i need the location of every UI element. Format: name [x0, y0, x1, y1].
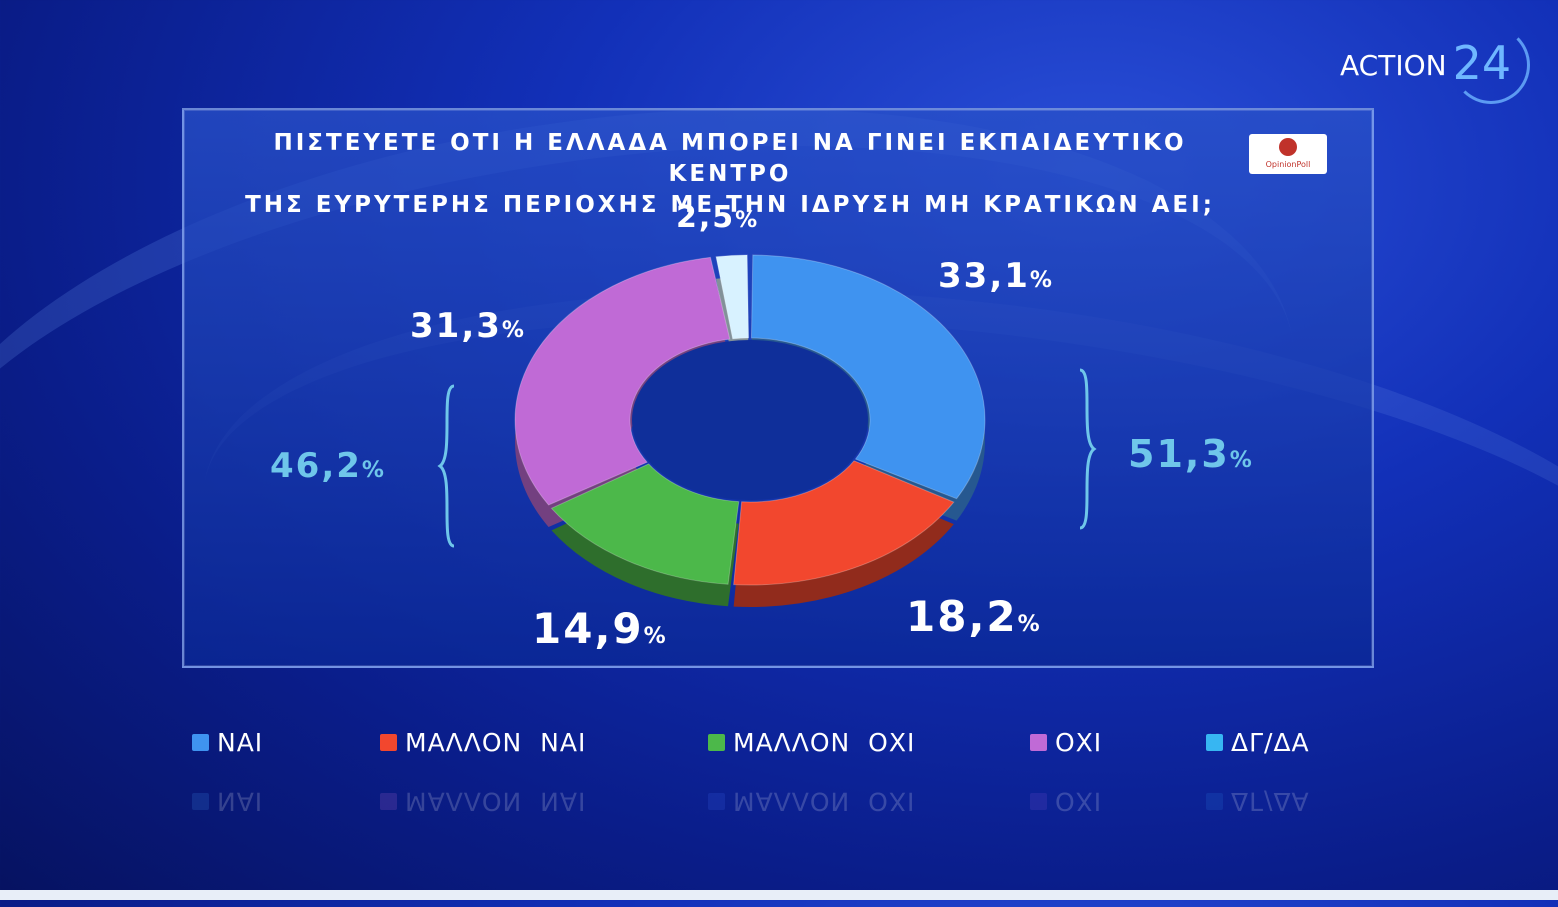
legend-reflection-item: ΟΧΙ	[1030, 787, 1102, 816]
legend-swatch	[708, 734, 725, 751]
slice-mallon-oxi	[550, 463, 740, 585]
legend-label: ΟΧΙ	[1055, 787, 1103, 816]
pollster-logo: OpinionPoll	[1249, 134, 1327, 174]
legend-swatch	[708, 793, 725, 810]
slice-label-oxi: 31,3%	[410, 306, 526, 346]
slice-label-mallon-nai: 18,2%	[906, 592, 1042, 641]
question-line-1: ΠΙΣΤΕΥΕΤΕ ΟΤΙ Η ΕΛΛΑΔΑ ΜΠΟΡΕΙ ΝΑ ΓΙΝΕΙ Ε…	[273, 130, 1187, 187]
legend-reflection-item: ΝΑΙ	[192, 787, 263, 816]
slice-nai	[750, 254, 986, 500]
legend-label: ΝΑΙ	[217, 787, 264, 816]
legend-reflection-item: ΜΑΛΛΟΝ ΝΑΙ	[380, 787, 586, 816]
legend-swatch	[380, 793, 397, 810]
channel-logo-ring-icon	[1452, 26, 1530, 104]
slice-label-dg-da: 2,5%	[676, 200, 760, 235]
slice-mallon-nai	[733, 460, 955, 586]
legend-swatch	[192, 734, 209, 751]
legend-item-dg-da: ΔΓ/ΔΑ	[1206, 728, 1310, 757]
legend-item-oxi: ΟΧΙ	[1030, 728, 1102, 757]
legend-label: ΟΧΙ	[1055, 728, 1103, 757]
legend-reflection: ΝΑΙ ΜΑΛΛΟΝ ΝΑΙ ΜΑΛΛΟΝ ΟΧΙ ΟΧΙ ΔΓ/ΔΑ	[0, 786, 1558, 816]
legend-item-mallon-oxi: ΜΑΛΛΟΝ ΟΧΙ	[708, 728, 915, 757]
legend-swatch	[1030, 793, 1047, 810]
legend-label: ΜΑΛΛΟΝ ΝΑΙ	[405, 787, 587, 816]
slice-label-mallon-oxi: 14,9%	[532, 604, 668, 653]
legend-label: ΜΑΛΛΟΝ ΝΑΙ	[405, 728, 587, 757]
legend-reflection-item: ΜΑΛΛΟΝ ΟΧΙ	[708, 787, 915, 816]
group-label-yes-total: 51,3%	[1128, 432, 1254, 476]
slice-dg-da	[715, 254, 750, 340]
legend-label: ΔΓ/ΔΑ	[1231, 728, 1310, 757]
legend-item-nai: ΝΑΙ	[192, 728, 263, 757]
donut-hole	[632, 340, 868, 500]
legend-label: ΜΑΛΛΟΝ ΟΧΙ	[733, 787, 916, 816]
bottom-strip	[0, 890, 1558, 900]
question-title: ΠΙΣΤΕΥΕΤΕ ΟΤΙ Η ΕΛΛΑΔΑ ΜΠΟΡΕΙ ΝΑ ΓΙΝΕΙ Ε…	[230, 128, 1230, 221]
pollster-logo-dot-icon	[1279, 138, 1297, 156]
legend-reflection-item: ΔΓ/ΔΑ	[1206, 787, 1310, 816]
brace-yes-total	[1079, 368, 1097, 530]
group-label-no-total: 46,2%	[270, 446, 386, 486]
legend-item-mallon-nai: ΜΑΛΛΟΝ ΝΑΙ	[380, 728, 586, 757]
legend-swatch	[1206, 793, 1223, 810]
legend-label: ΜΑΛΛΟΝ ΟΧΙ	[733, 728, 916, 757]
legend-swatch	[380, 734, 397, 751]
slice-label-nai: 33,1%	[938, 256, 1054, 296]
legend-swatch	[1030, 734, 1047, 751]
question-line-2: ΤΗΣ ΕΥΡΥΤΕΡΗΣ ΠΕΡΙΟΧΗΣ ΜΕ ΤΗΝ ΙΔΡΥΣΗ ΜΗ …	[245, 192, 1215, 218]
brace-no-total	[437, 384, 455, 548]
legend-swatch	[192, 793, 209, 810]
legend: ΝΑΙ ΜΑΛΛΟΝ ΝΑΙ ΜΑΛΛΟΝ ΟΧΙ ΟΧΙ ΔΓ/ΔΑ	[0, 728, 1558, 758]
channel-logo-word: ACTION	[1340, 48, 1447, 82]
slice-oxi	[514, 256, 731, 506]
legend-swatch	[1206, 734, 1223, 751]
pollster-logo-text: OpinionPoll	[1265, 160, 1311, 169]
legend-label: ΔΓ/ΔΑ	[1231, 787, 1310, 816]
legend-label: ΝΑΙ	[217, 728, 264, 757]
